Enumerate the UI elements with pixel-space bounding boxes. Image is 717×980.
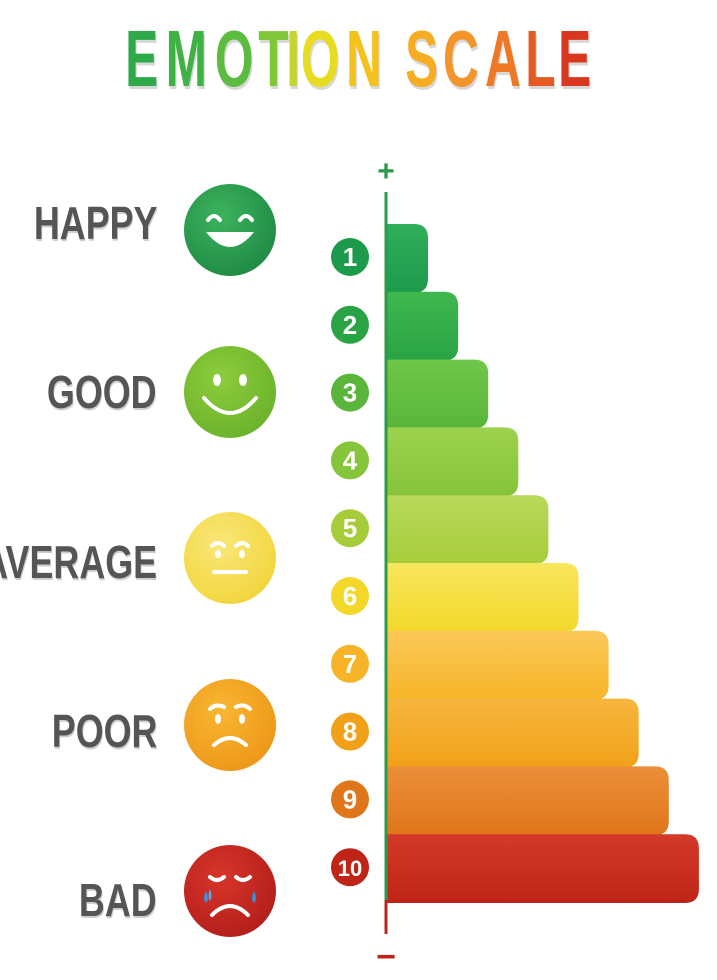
level-badge-9 [331,780,369,819]
level-badge-8 [331,712,369,751]
level-number: 2 [343,310,357,340]
scale-bar-4 [386,427,519,497]
title-letter: E [125,14,159,103]
emotion-label-bad: BAD [79,874,157,926]
scale-bar-1 [386,224,428,293]
level-badge-10 [331,848,369,887]
level-badge-1 [331,238,369,276]
scale-bar-9 [386,766,669,836]
title-letter: O [215,14,254,103]
title-letter: T [258,14,290,103]
axis-plus-symbol: + [377,155,395,188]
level-number: 1 [343,242,357,272]
level-number: 3 [343,378,357,408]
emotion-label-poor: POOR [51,705,157,757]
title-letter: E [558,14,592,103]
scale-bar-5 [386,495,549,564]
axis-minus-symbol: − [376,938,396,976]
title-letter: A [484,14,521,103]
scale-number-badges: 1 2 3 4 5 6 7 8 9 10 [331,238,369,887]
level-number: 8 [343,717,357,747]
level-badge-3 [331,373,369,412]
level-badge-4 [331,441,369,480]
level-number: 5 [343,513,357,543]
level-number: 4 [343,445,358,475]
title-letter: N [345,14,382,103]
title-letter: I [286,14,301,103]
laughing-face-icon [184,184,276,276]
level-number: 7 [343,649,357,679]
crying-face-icon [184,845,276,937]
scale-bar-3 [386,359,489,429]
neutral-face-icon [184,512,276,604]
level-badge-6 [331,577,369,615]
page-title: EM OTION SCALE [0,14,717,104]
level-badge-7 [331,644,369,683]
title-letter: C [442,14,479,103]
emotion-label-happy: HAPPY [33,197,157,249]
emotion-label-good: GOOD [47,366,157,418]
title-letter: M [165,14,207,103]
scale-axis: + − [376,155,396,976]
level-number: 10 [338,856,362,881]
title-letter: O [300,14,339,103]
sad-face-icon [184,679,276,771]
level-number: 6 [343,581,357,611]
scale-bar-6 [386,563,579,632]
smiling-face-icon [184,346,276,438]
scale-bar-10 [386,834,699,903]
title-letter: L [524,14,556,103]
emotion-label-average: AVERAGE [0,536,157,588]
scale-bar-7 [386,630,609,700]
level-number: 9 [343,784,357,814]
scale-bar-8 [386,698,639,768]
scale-bar-2 [386,291,459,361]
level-badge-2 [331,305,369,344]
scale-bars [386,224,699,903]
level-badge-5 [331,509,369,548]
title-letter: S [404,14,438,103]
